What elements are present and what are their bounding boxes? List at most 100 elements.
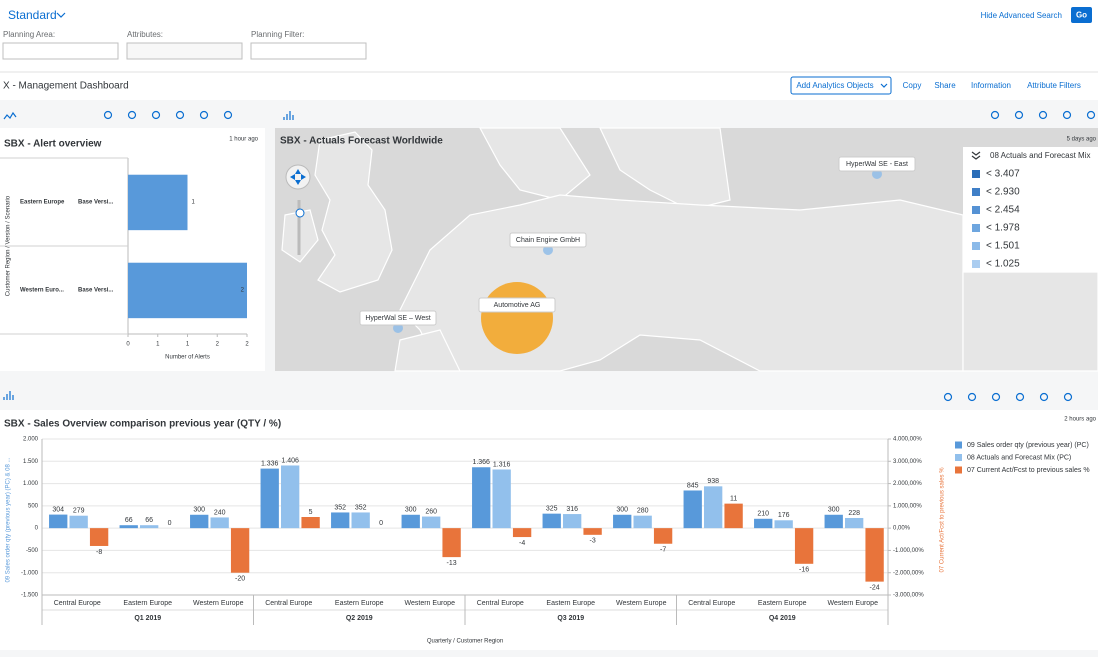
y-tick-label: 0: [35, 526, 39, 532]
tool-icon[interactable]: [223, 110, 233, 120]
filter-label: Planning Area:: [3, 30, 55, 39]
x-tick-label: Western Europe: [828, 600, 879, 607]
y2-tick-label: -2.000,00%: [893, 570, 924, 576]
alert-tile: [0, 128, 265, 371]
x-axis-label: Number of Alerts: [165, 355, 210, 361]
map-nav[interactable]: [285, 164, 311, 190]
y2-tick-label: 0,00%: [893, 526, 911, 532]
value-label: -20: [235, 576, 245, 583]
toolbar-icons: [3, 111, 294, 400]
filter-input[interactable]: [250, 42, 367, 60]
y-tick-label: -500: [26, 548, 39, 554]
value-label: -24: [870, 584, 880, 591]
tool-icon[interactable]: [1039, 392, 1049, 402]
dropdown-arrow: [56, 12, 66, 18]
tool-icon[interactable]: [990, 110, 1000, 120]
tool-icon[interactable]: [103, 110, 113, 120]
toolbar-button[interactable]: Information: [971, 81, 1011, 90]
legend-swatch: [972, 188, 980, 196]
bar: [280, 465, 300, 529]
legend-swatch: [955, 466, 962, 474]
add-objects-button[interactable]: [790, 76, 892, 95]
quarter-label: Q2 2019: [346, 615, 373, 622]
filter-input[interactable]: [126, 42, 243, 60]
bar: [824, 514, 843, 529]
toolbar-button[interactable]: Copy: [903, 81, 922, 90]
value-label: -16: [799, 567, 809, 574]
bar: [301, 517, 320, 529]
bar: [542, 513, 561, 529]
value-label: 300: [193, 507, 205, 514]
value-label: -3: [589, 538, 595, 545]
location-box: [838, 156, 916, 172]
bar: [210, 517, 229, 529]
tool-icon[interactable]: [1062, 110, 1072, 120]
dropdown-arrow: [880, 83, 888, 88]
legend-swatch: [972, 170, 980, 178]
value-label: -4: [519, 540, 525, 547]
go-label: Go: [1076, 11, 1087, 20]
collapse-icon: [971, 151, 981, 160]
bar: [260, 468, 279, 529]
tool-icon[interactable]: [991, 392, 1001, 402]
variant-select[interactable]: Standard: [8, 8, 57, 22]
value-label: 279: [73, 508, 85, 515]
tile-title: SBX - Actuals Forecast Worldwide: [280, 136, 443, 147]
updated: 5 days ago: [1067, 137, 1097, 143]
location-label: Automotive AG: [494, 302, 541, 309]
bar: [119, 525, 138, 529]
toolbar-button[interactable]: Attribute Filters: [1027, 81, 1081, 90]
bubble: [481, 282, 553, 354]
x-tick-label: Eastern Europe: [335, 600, 384, 607]
tool-icon[interactable]: [127, 110, 137, 120]
tool-icon[interactable]: [199, 110, 209, 120]
bar: [89, 528, 109, 546]
legend-title: 08 Actuals and Forecast Mix: [990, 151, 1091, 160]
toolbar-button[interactable]: Share: [934, 81, 956, 90]
toolbar-button[interactable]: Add Analytics Objects: [796, 81, 873, 90]
tool-icon[interactable]: [1038, 110, 1048, 120]
bar: [583, 528, 602, 535]
y-axis-label: 09 Sales order qty (previous year) (PC) …: [6, 457, 12, 582]
x-tick-label: 1: [156, 342, 160, 348]
x-tick-label: Central Europe: [265, 600, 312, 607]
bar: [844, 517, 864, 529]
y2-tick-label: 4.000,00%: [893, 437, 922, 443]
legend-label: < 2.930: [986, 187, 1020, 198]
quarter-label: Q1 2019: [134, 615, 161, 622]
tool-icon[interactable]: [943, 392, 953, 402]
dashboard-title: X - Management Dashboard: [3, 81, 129, 92]
bar: [613, 514, 632, 529]
y-tick-label: 500: [28, 503, 39, 509]
tool-icon[interactable]: [1086, 110, 1096, 120]
zoom-handle[interactable]: [295, 208, 305, 218]
tool-icon[interactable]: [1063, 392, 1073, 402]
legend-label: 07 Current Act/Fcst to previous sales %: [967, 467, 1090, 474]
bar: [190, 514, 209, 529]
y2-tick-label: 2.000,00%: [893, 481, 922, 487]
bar: [421, 516, 441, 529]
filter-input[interactable]: [2, 42, 119, 60]
tool-icon[interactable]: [151, 110, 161, 120]
tool-icon[interactable]: [1014, 110, 1024, 120]
x-tick-label: 2: [245, 342, 249, 348]
value-label: 0: [168, 520, 172, 527]
bar: [703, 486, 723, 529]
tool-icon[interactable]: [967, 392, 977, 402]
value-label: 280: [637, 508, 649, 515]
tool-icon[interactable]: [175, 110, 185, 120]
tool-icon[interactable]: [1015, 392, 1025, 402]
bar: [230, 528, 250, 573]
legend-swatch: [972, 260, 980, 268]
location-box: [509, 232, 587, 248]
hide-search[interactable]: Hide Advanced Search: [981, 11, 1062, 20]
tile-title: SBX - Alert overview: [4, 139, 102, 150]
bar: [139, 525, 159, 529]
filter-label: Attributes:: [127, 30, 163, 39]
category-label: Eastern Europe: [20, 200, 65, 206]
location-label: HyperWal SE – West: [365, 315, 430, 322]
x-axis-label: Quarterly / Customer Region: [427, 639, 503, 645]
y-tick-label: 1.000: [23, 481, 39, 487]
go-button[interactable]: [1071, 7, 1092, 23]
